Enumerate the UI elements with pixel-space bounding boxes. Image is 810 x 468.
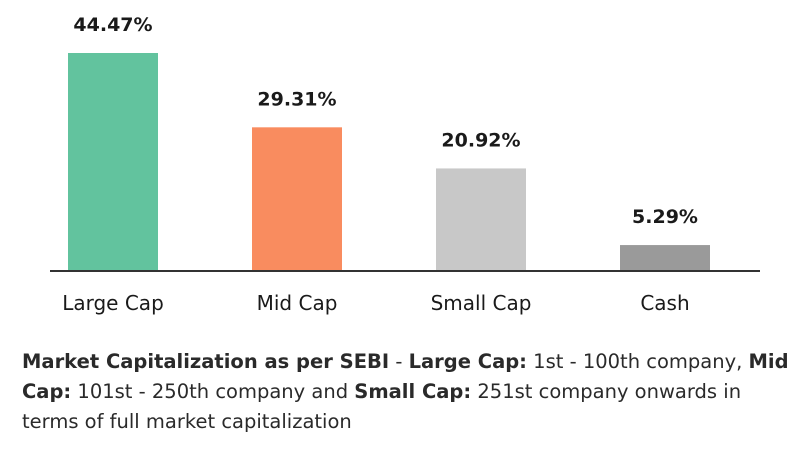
data-label-cash: 5.29% (632, 206, 698, 228)
category-label-mid-cap: Mid Cap (257, 291, 338, 315)
footnote-large-cap-label: Large Cap: (408, 350, 527, 373)
bars-group (68, 53, 710, 271)
bar-large-cap (68, 53, 158, 271)
category-label-small-cap: Small Cap (431, 291, 532, 315)
footnote-text: 101st - 250th company and (71, 380, 355, 403)
footnote-text: 1st - 100th company, (526, 350, 749, 373)
footnote-title: Market Capitalization as per SEBI (22, 350, 390, 373)
footnote-text: - (389, 350, 409, 373)
data-label-mid-cap: 29.31% (257, 88, 336, 110)
bar-cash (620, 245, 710, 271)
bar-mid-cap (252, 127, 342, 271)
labels-group: 44.47% Large Cap 29.31% Mid Cap 20.92% Small … (62, 14, 698, 315)
footnote-small-cap-label: Small Cap: (354, 380, 472, 403)
bar-small-cap (436, 168, 526, 271)
category-label-large-cap: Large Cap (62, 291, 164, 315)
footnote: Market Capitalization as per SEBI - Larg… (22, 347, 792, 437)
footnote-mid-cap-label: Mid Cap: (22, 350, 789, 403)
data-label-large-cap: 44.47% (73, 14, 152, 36)
market-cap-bar-chart: 44.47% Large Cap 29.31% Mid Cap 20.92% Small … (50, 14, 760, 315)
data-label-small-cap: 20.92% (441, 129, 520, 151)
category-label-cash: Cash (640, 291, 689, 315)
footnote-text: 251st company onwards in terms of full m… (22, 380, 742, 433)
